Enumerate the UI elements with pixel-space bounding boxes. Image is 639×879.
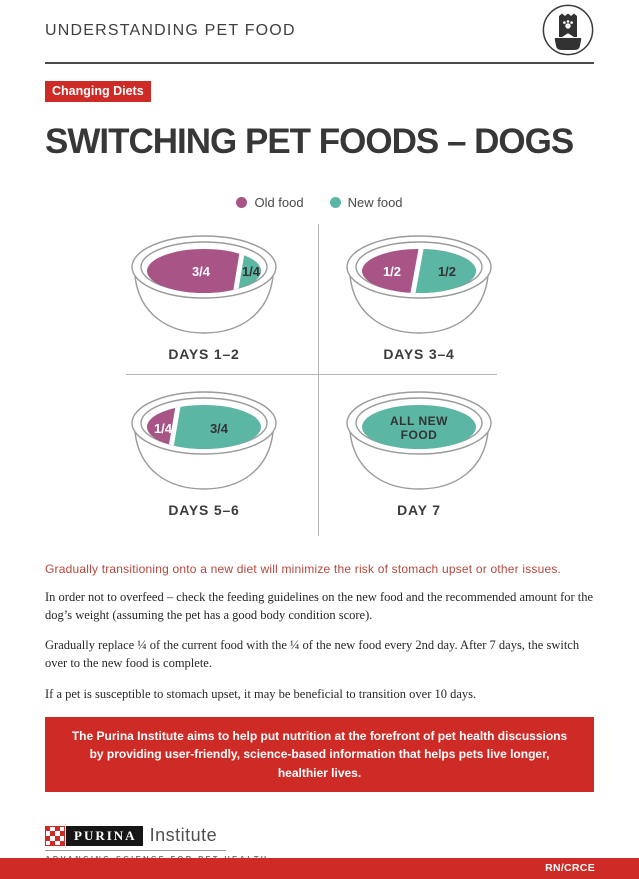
pet-food-bag-bowl-icon [542, 4, 594, 56]
all-new-food-label-line2: FOOD [401, 428, 438, 442]
legend-item-new-food: New food [329, 195, 403, 210]
bowl-label: DAY 7 [397, 502, 441, 518]
header: UNDERSTANDING PET FOOD [45, 4, 594, 56]
legend: Old food New food [0, 195, 639, 210]
mission-callout: The Purina Institute aims to help put nu… [45, 716, 594, 793]
paragraph: In order not to overfeed – check the fee… [45, 590, 594, 623]
old-food-fraction: 1/2 [383, 264, 401, 279]
new-food-fraction: 3/4 [210, 421, 229, 436]
bowls-grid: 3/4 1/4 DAYS 1–2 1/2 1/2 DAYS 3–4 [0, 216, 639, 536]
page-title: SWITCHING PET FOODS – DOGS [45, 122, 574, 161]
new-food-fraction: 1/2 [438, 264, 456, 279]
legend-item-old-food: Old food [236, 195, 304, 210]
old-food-fraction: 3/4 [192, 264, 211, 279]
new-food-fraction: 1/4 [242, 264, 261, 279]
old-food-fraction: 1/4 [154, 421, 173, 436]
paragraph: If a pet is susceptible to stomach upset… [45, 686, 477, 701]
paragraph: Gradually replace ¼ of the current food … [45, 638, 580, 671]
bowl-diagram-icon: 1/2 1/2 [346, 235, 492, 334]
bowl-days-1-2: 3/4 1/4 DAYS 1–2 [129, 233, 279, 362]
bowl-label: DAYS 5–6 [168, 502, 240, 518]
purina-checkerboard-icon [45, 825, 65, 846]
document-code: RN/CRCE [545, 862, 595, 874]
bottom-bar: RN/CRCE [0, 858, 639, 879]
legend-label: Old food [254, 195, 304, 210]
bowl-days-3-4: 1/2 1/2 DAYS 3–4 [344, 233, 494, 362]
institute-wordmark: Institute [149, 825, 218, 846]
header-divider [45, 62, 594, 64]
legend-label: New food [347, 195, 403, 210]
document-title: UNDERSTANDING PET FOOD [45, 22, 296, 39]
all-new-food-label-line1: ALL NEW [390, 414, 448, 428]
bowl-label: DAYS 3–4 [383, 346, 455, 362]
grid-vertical-divider [318, 224, 319, 536]
bowl-label: DAYS 1–2 [168, 346, 240, 362]
bowl-diagram-icon: 3/4 1/4 [131, 235, 277, 334]
purina-wordmark: PURINA [66, 825, 143, 846]
bowl-diagram-icon: 1/4 3/4 [131, 391, 277, 490]
bowl-days-5-6: 1/4 3/4 DAYS 5–6 [129, 389, 279, 518]
category-badge: Changing Diets [45, 81, 151, 102]
lead-sentence: Gradually transitioning onto a new diet … [45, 562, 562, 576]
grid-horizontal-divider [126, 374, 497, 375]
old-food-dot-icon [236, 197, 248, 208]
new-food-dot-icon [329, 197, 341, 208]
body-copy: In order not to overfeed – check the fee… [45, 588, 594, 703]
bowl-diagram-icon: ALL NEW FOOD [346, 391, 492, 490]
logo-divider [45, 850, 226, 852]
bowl-day-7: ALL NEW FOOD DAY 7 [344, 389, 494, 518]
